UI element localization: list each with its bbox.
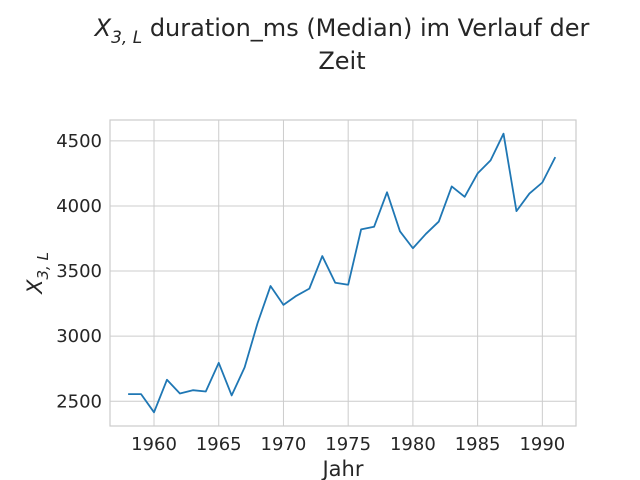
- title-subscript: 3, L: [111, 28, 142, 48]
- x-tick-label: 1980: [390, 434, 436, 455]
- x-tick-label: 1970: [261, 434, 307, 455]
- grid-lines: [110, 120, 576, 426]
- chart-title-line2: Zeit: [318, 47, 365, 75]
- x-tick-label: 1975: [325, 434, 371, 455]
- y-axis-label: X3, L: [23, 252, 52, 295]
- x-axis-label: Jahr: [320, 457, 363, 480]
- x-tick-label: 1985: [455, 434, 501, 455]
- y-tick-labels: 2500 3000 3500 4000 4500: [56, 131, 102, 412]
- y-tick-label: 4000: [56, 196, 102, 217]
- y-axis-symbol: X: [23, 279, 47, 295]
- y-tick-label: 3500: [56, 261, 102, 282]
- y-tick-label: 4500: [56, 131, 102, 152]
- title-symbol: X: [93, 14, 112, 42]
- x-tick-labels: 1960 1965 1970 1975 1980 1985 1990: [131, 434, 565, 455]
- y-axis-subscript: 3, L: [34, 252, 52, 279]
- x-tick-label: 1960: [131, 434, 177, 455]
- plot-frame: [109, 119, 577, 427]
- x-tick-label: 1990: [519, 434, 565, 455]
- x-tick-label: 1965: [196, 434, 242, 455]
- chart-title-line1: X3, L duration_ms (Median) im Verlauf de…: [93, 14, 590, 48]
- title-text: duration_ms (Median) im Verlauf der: [142, 14, 589, 42]
- series-line: [128, 132, 557, 414]
- y-tick-label: 2500: [56, 391, 102, 412]
- y-tick-label: 3000: [56, 326, 102, 347]
